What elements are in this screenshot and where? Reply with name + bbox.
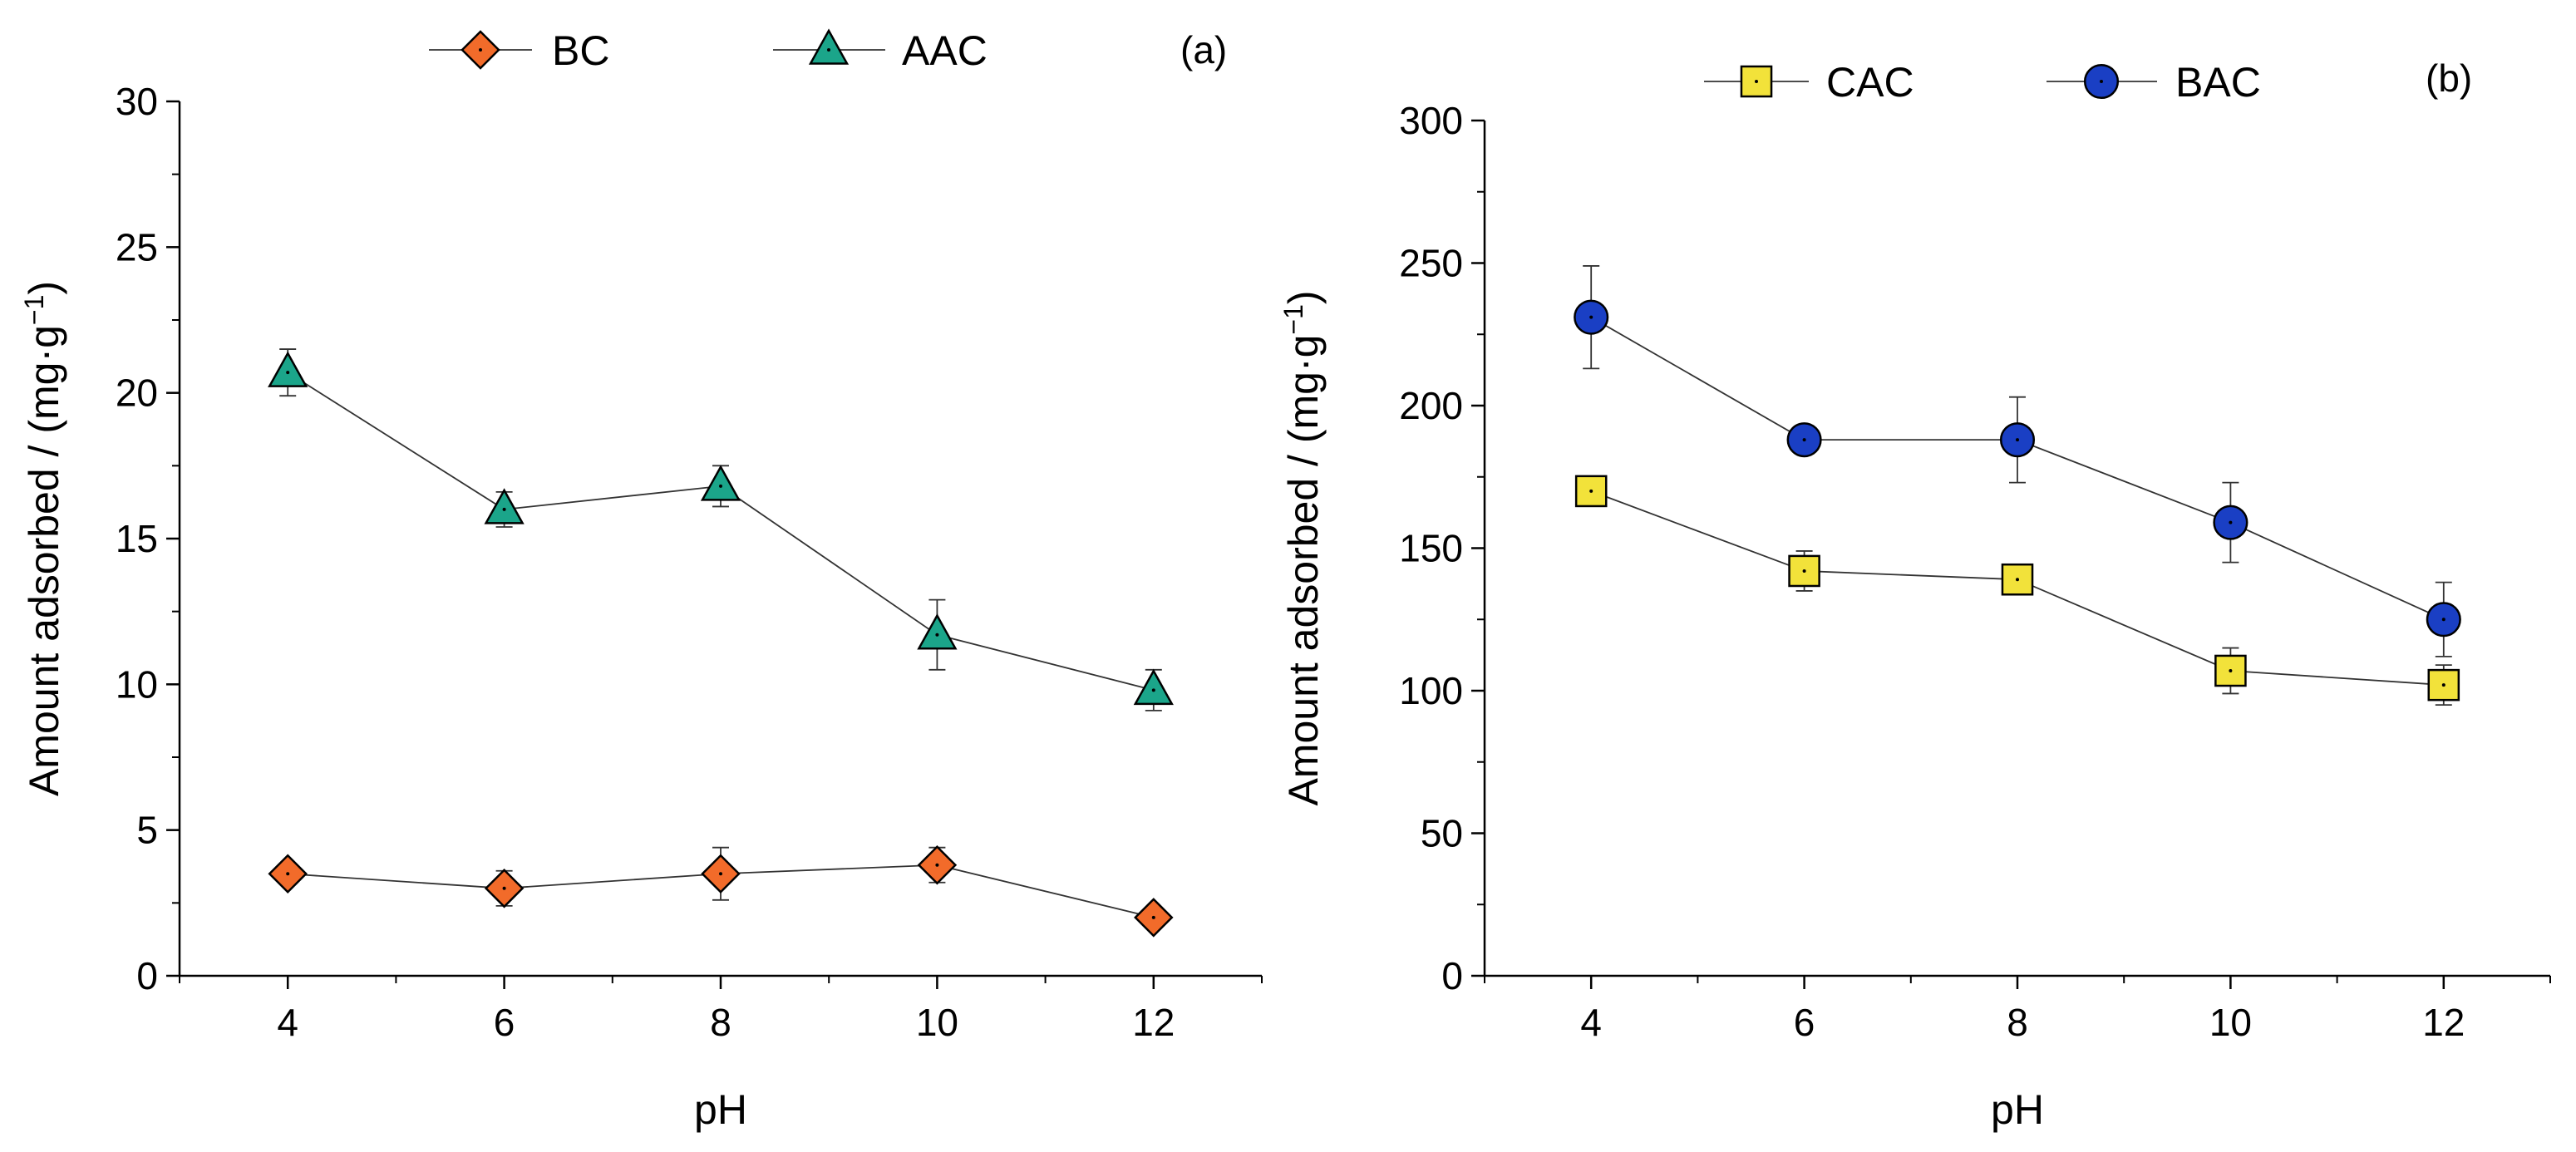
y-tick-label: 300 — [1399, 99, 1463, 142]
x-tick-label: 6 — [494, 1001, 515, 1044]
y-tick-label: 0 — [136, 954, 158, 997]
x-axis-title: pH — [1991, 1086, 2044, 1133]
y-tick-label: 250 — [1399, 242, 1463, 285]
y-tick-label: 20 — [116, 372, 158, 415]
panel-label: (a) — [1180, 28, 1227, 71]
y-tick-label: 25 — [116, 225, 158, 268]
data-point-center — [1151, 688, 1155, 692]
legend-label: CAC — [1826, 59, 1914, 106]
legend-item-cac: CAC — [1704, 59, 1914, 106]
data-point-center — [286, 371, 290, 375]
legend-label: BC — [552, 27, 609, 74]
data-point-center — [2016, 578, 2019, 582]
x-tick-label: 12 — [1132, 1001, 1175, 1044]
data-point-center — [1802, 569, 1806, 573]
data-point — [1574, 475, 1608, 508]
legend-marker-center — [2100, 80, 2103, 83]
x-tick-label: 6 — [1794, 1001, 1815, 1044]
x-tick-label: 12 — [2422, 1001, 2465, 1044]
data-point-center — [1589, 489, 1593, 493]
legend-marker — [808, 28, 850, 65]
data-point-center — [719, 872, 722, 876]
data-point-center — [2229, 668, 2233, 672]
data-point-center — [2441, 683, 2445, 687]
legend-marker-center — [827, 48, 830, 52]
x-tick-label: 4 — [1580, 1001, 1602, 1044]
y-tick-label: 50 — [1421, 812, 1463, 855]
data-point-center — [1589, 315, 1593, 319]
panel-a: 0 5 10 15 20 25 30 4 6 8 10 12 pH Amount adsorbed / (… — [19, 27, 1263, 1133]
panel-b: 0 50 100 150 200 250 300 4 6 8 10 12 pH Amount adsorb… — [1278, 57, 2551, 1133]
y-tick-label: 100 — [1399, 669, 1463, 712]
series-aac — [268, 348, 1174, 711]
data-point-center — [2016, 438, 2019, 442]
data-point-center — [1802, 438, 1806, 442]
legend-item-bac: BAC — [2047, 59, 2261, 106]
series-line — [287, 372, 1155, 692]
y-tick-label: 10 — [116, 662, 158, 706]
y-axis-title: Amount adsorbed / (mg·g−1) — [19, 281, 67, 796]
y-tick-label: 150 — [1399, 527, 1463, 570]
legend-item-bc: BC — [429, 27, 609, 74]
legend-marker-center — [1755, 80, 1758, 83]
data-point-center — [935, 863, 939, 867]
y-tick-label: 5 — [136, 809, 158, 852]
x-tick-label: 8 — [2007, 1001, 2028, 1044]
y-tick-label: 200 — [1399, 384, 1463, 427]
x-tick-label: 8 — [710, 1001, 731, 1044]
panel-label: (b) — [2426, 57, 2472, 100]
y-tick-label: 0 — [1441, 954, 1463, 997]
x-axis-title: pH — [694, 1086, 747, 1133]
x-tick-label: 10 — [916, 1001, 958, 1044]
data-point-center — [2441, 618, 2445, 622]
data-point — [917, 613, 958, 650]
legend-item-aac: AAC — [773, 27, 988, 74]
legend-marker-center — [479, 48, 482, 52]
data-point-center — [286, 872, 290, 876]
y-axis-title: Amount adsorbed / (mg·g−1) — [1278, 290, 1327, 805]
legend-label: AAC — [902, 27, 988, 74]
data-point-center — [502, 507, 506, 511]
data-point — [484, 488, 525, 524]
data-point-center — [2229, 520, 2233, 524]
data-point-center — [502, 886, 506, 890]
legend-label: BAC — [2175, 59, 2261, 106]
x-tick-label: 10 — [2209, 1001, 2252, 1044]
series-bac — [1574, 265, 2461, 657]
x-tick-label: 4 — [277, 1001, 298, 1044]
y-tick-label: 15 — [116, 517, 158, 560]
series-cac — [1574, 475, 2460, 706]
data-point-center — [719, 484, 722, 488]
data-point — [700, 465, 741, 501]
data-point-center — [935, 633, 939, 637]
data-point — [268, 351, 308, 387]
data-point-center — [1151, 915, 1155, 919]
y-tick-label: 30 — [116, 80, 158, 123]
series-bc — [268, 844, 1174, 938]
data-point — [1133, 668, 1174, 706]
